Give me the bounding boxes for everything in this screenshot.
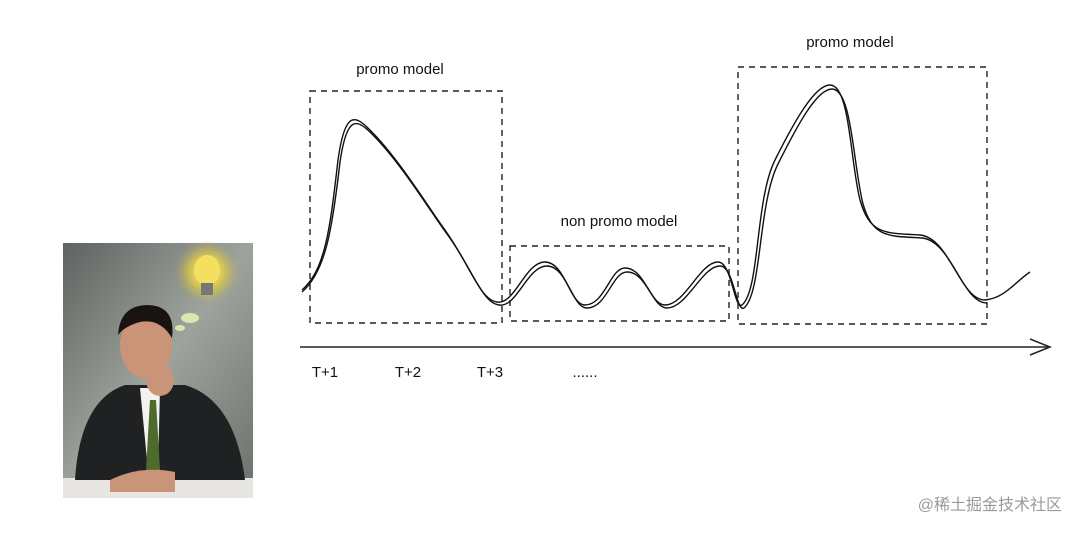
box-label: non promo model (561, 213, 678, 230)
time-label: T+3 (477, 364, 503, 381)
time-label: ...... (572, 364, 597, 381)
time-label: T+1 (312, 364, 338, 381)
box-label: promo model (806, 34, 894, 51)
box (509, 245, 730, 322)
time-axis (300, 338, 1053, 356)
curve (301, 84, 1031, 309)
watermark: @稀土掘金技术社区 (918, 496, 1062, 514)
box (309, 90, 503, 324)
photo (63, 240, 253, 498)
box (737, 66, 988, 325)
box-label: promo model (356, 61, 444, 78)
time-label: T+2 (395, 364, 421, 381)
